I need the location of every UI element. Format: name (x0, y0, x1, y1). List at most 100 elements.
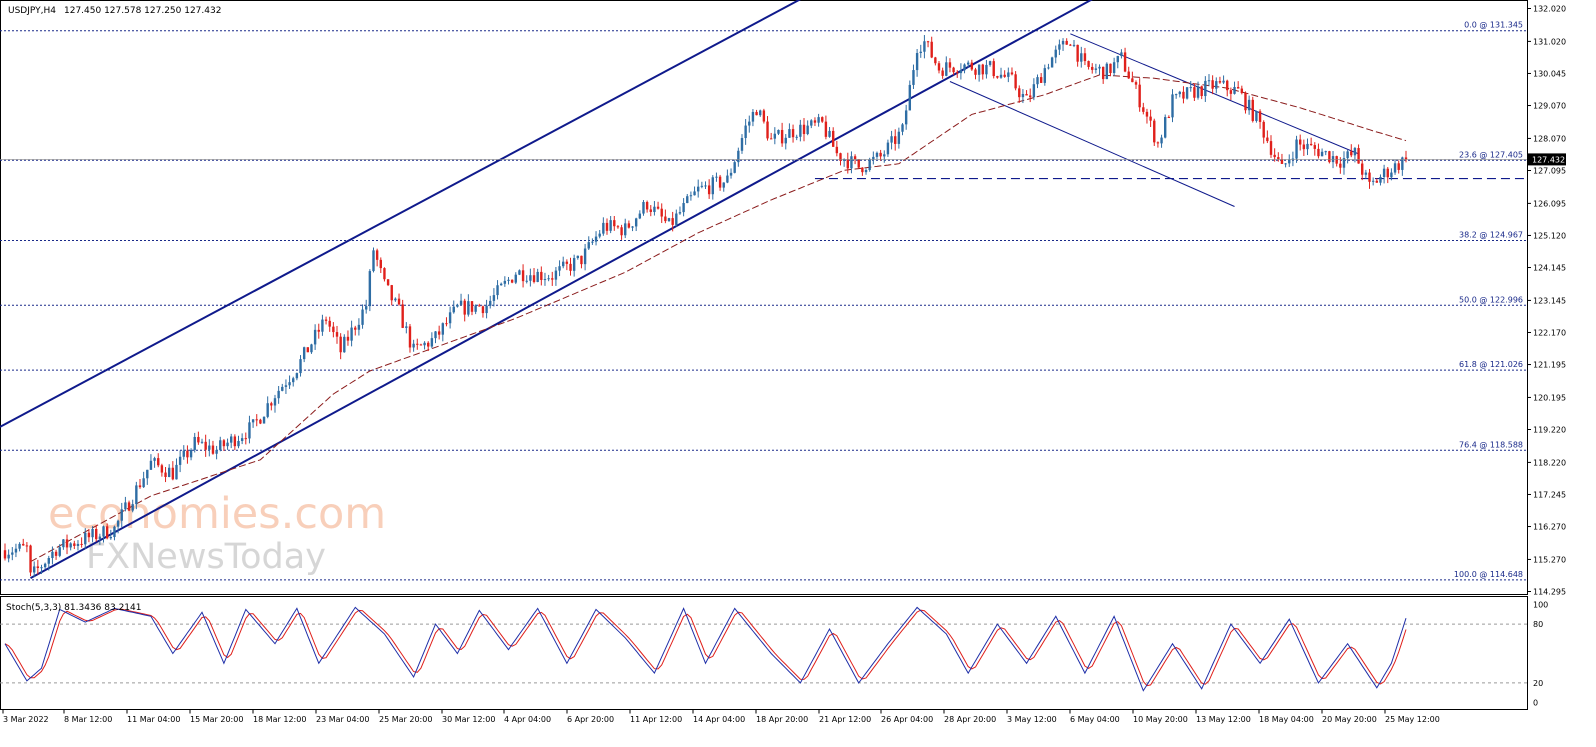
candle-body (817, 117, 820, 123)
candle-body (1112, 62, 1116, 74)
candle-body (1302, 144, 1306, 150)
price-tick-label: 120.195 (1533, 393, 1566, 402)
candle-body (627, 223, 631, 228)
candle-body (1171, 94, 1174, 118)
candle-body (1361, 163, 1364, 175)
candle-body (65, 539, 69, 548)
candle-body (1393, 163, 1397, 173)
candle-body (153, 458, 156, 461)
candle-body (667, 218, 671, 222)
candle-body (956, 72, 959, 74)
candle-body (689, 195, 693, 197)
candle-body (1021, 93, 1025, 98)
price-tick-label: 114.295 (1533, 588, 1566, 597)
candle-body (142, 478, 145, 488)
candle-body (1189, 87, 1192, 89)
candle-body (999, 74, 1003, 78)
candle-body (372, 250, 375, 272)
candle-body (1091, 66, 1094, 70)
trend-lines (0, 0, 1359, 580)
candle-body (492, 295, 496, 301)
candle-body (1342, 158, 1346, 168)
candle-body (572, 258, 576, 271)
candle-body (857, 159, 860, 168)
candle-body (755, 111, 758, 116)
candle-body (412, 343, 415, 348)
candle-body (1346, 151, 1349, 159)
candle-body (397, 298, 401, 305)
candle-body (1339, 163, 1342, 168)
ohlc-label: 127.450 127.578 127.250 127.432 (64, 6, 221, 16)
candle-body (525, 280, 528, 282)
candle-body (266, 403, 269, 417)
candle-body (310, 344, 313, 353)
stoch-tick-label: 20 (1533, 679, 1543, 688)
candle-body (952, 67, 955, 73)
candle-body (379, 259, 382, 269)
candle-body (948, 62, 952, 68)
candle-body (456, 304, 459, 307)
candle-body (120, 509, 123, 521)
time-tick-label: 20 May 20:00 (1322, 715, 1377, 724)
candle-body (146, 469, 149, 479)
candle-body (656, 206, 660, 209)
candle-body (211, 445, 215, 454)
candle-body (1269, 141, 1273, 155)
candle-body (445, 323, 448, 325)
candle-body (963, 64, 966, 71)
candle-body (795, 136, 798, 138)
candle-body (467, 301, 470, 315)
stoch-panel-border (0, 596, 1528, 710)
price-tick-label: 118.220 (1533, 458, 1566, 467)
candle-body (649, 209, 652, 212)
candle-body (821, 117, 824, 122)
candle-body (149, 460, 153, 470)
time-axis: 3 Mar 2022 8 Mar 12:00 11 Mar 04:00 15 Mar … (2, 709, 1440, 724)
candle-body (897, 131, 901, 144)
candle-body (1258, 111, 1262, 122)
candle-body (1039, 77, 1043, 83)
candle-body (883, 154, 886, 157)
candle-body (503, 280, 507, 284)
candle-body (109, 537, 113, 539)
candle-body (831, 130, 835, 147)
candle-body (1375, 180, 1379, 183)
candle-body (842, 159, 846, 161)
candle-body (598, 233, 601, 237)
time-tick-label: 11 Mar 04:00 (127, 715, 180, 724)
time-tick-label: 25 Mar 20:00 (379, 715, 432, 724)
stoch-tick-label: 0 (1533, 699, 1538, 708)
candle-body (813, 120, 817, 123)
candle-body (51, 551, 54, 559)
candle-body (1029, 95, 1032, 98)
candle-body (357, 324, 361, 330)
candle-body (1288, 159, 1291, 164)
candle-body (1244, 93, 1247, 111)
candle-body (583, 248, 587, 265)
candle-body (624, 223, 627, 236)
candle-body (937, 63, 941, 71)
candle-body (966, 62, 970, 65)
candle-body (514, 274, 517, 283)
candle-body (375, 250, 379, 260)
time-tick-label: 6 May 04:00 (1070, 715, 1120, 724)
candle-body (602, 222, 605, 234)
candle-body (642, 202, 645, 214)
candle-body (178, 456, 182, 465)
candle-body (408, 326, 412, 348)
time-tick-label: 26 Apr 04:00 (881, 715, 933, 724)
candle-body (135, 485, 138, 505)
candle-body (1014, 74, 1017, 89)
candle-body (463, 300, 466, 315)
candle-body (894, 136, 897, 144)
price-tick-label: 117.245 (1533, 490, 1566, 499)
candle-body (76, 543, 80, 546)
candle-body (1156, 142, 1160, 144)
candle-body (536, 271, 539, 282)
candle-body (208, 445, 211, 450)
candle-body (186, 450, 189, 458)
candle-body (1273, 154, 1276, 158)
candle-body (164, 472, 167, 477)
candle-body (1018, 88, 1021, 98)
fib-level-label: 0.0 @ 131.345 (1464, 21, 1523, 30)
